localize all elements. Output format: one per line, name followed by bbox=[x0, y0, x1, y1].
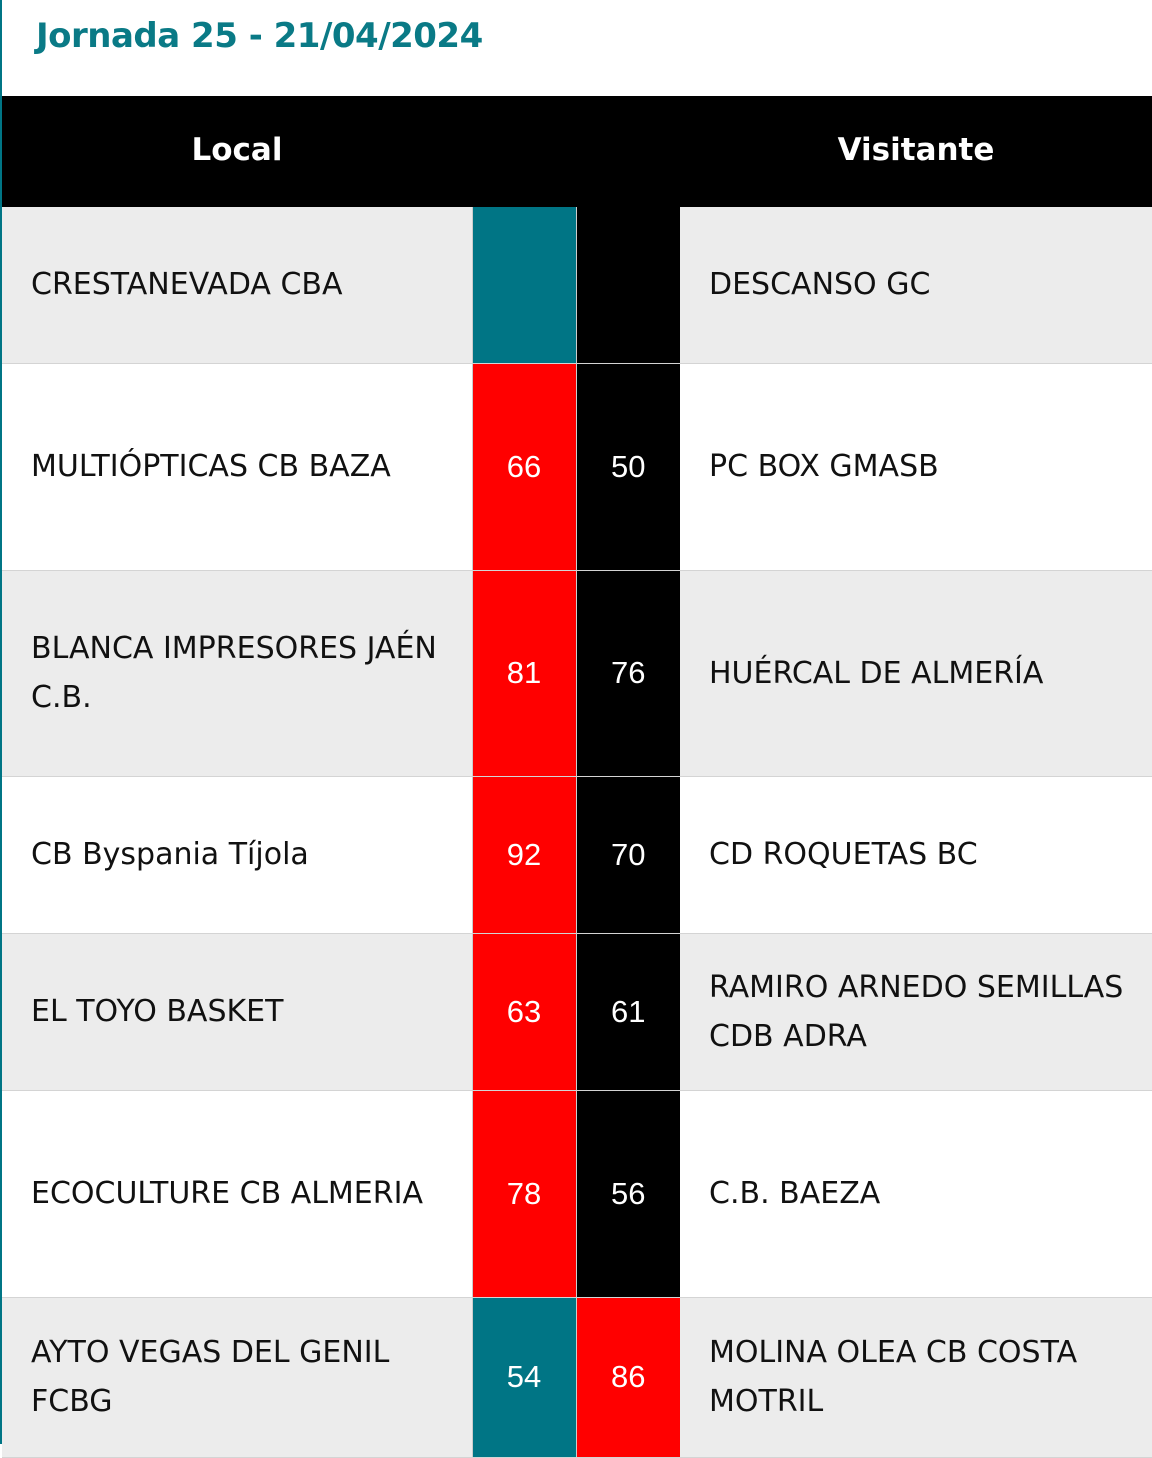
match-row: EL TOYO BASKET 63 61 RAMIRO ARNEDO SEMILLAS… bbox=[2, 933, 1152, 1091]
local-team: CRESTANEVADA CBA bbox=[2, 207, 472, 364]
local-score: 54 bbox=[471, 1297, 576, 1458]
page-title: Jornada 25 - 21/04/2024 bbox=[36, 16, 483, 56]
visitor-team: C.B. BAEZA bbox=[680, 1090, 1152, 1298]
visitor-score bbox=[575, 207, 680, 364]
visitor-team: CD ROQUETAS BC bbox=[680, 776, 1152, 934]
local-team: EL TOYO BASKET bbox=[2, 933, 472, 1091]
match-row: CRESTANEVADA CBA DESCANSO GC bbox=[2, 207, 1152, 364]
match-row: CB Byspania Tíjola 92 70 CD ROQUETAS BC bbox=[2, 776, 1152, 934]
header-local: Local bbox=[191, 132, 283, 168]
header-visitante: Visitante bbox=[837, 132, 995, 168]
visitor-score: 56 bbox=[575, 1090, 680, 1298]
visitor-score: 50 bbox=[575, 363, 680, 571]
visitor-score: 86 bbox=[575, 1297, 680, 1458]
local-score: 63 bbox=[471, 933, 576, 1091]
local-score: 66 bbox=[471, 363, 576, 571]
visitor-score: 70 bbox=[575, 776, 680, 934]
visitor-team: PC BOX GMASB bbox=[680, 363, 1152, 571]
local-team: ECOCULTURE CB ALMERIA bbox=[2, 1090, 472, 1298]
local-score: 78 bbox=[471, 1090, 576, 1298]
visitor-team: MOLINA OLEA CB COSTA MOTRIL bbox=[680, 1297, 1152, 1458]
local-team: MULTIÓPTICAS CB BAZA bbox=[2, 363, 472, 571]
table-header: Local Visitante bbox=[2, 96, 1152, 207]
visitor-team: HUÉRCAL DE ALMERÍA bbox=[680, 570, 1152, 777]
left-border bbox=[0, 0, 2, 1444]
match-row: ECOCULTURE CB ALMERIA 78 56 C.B. BAEZA bbox=[2, 1090, 1152, 1298]
results-table: CRESTANEVADA CBA DESCANSO GC MULTIÓPTICAS … bbox=[2, 207, 1152, 1458]
match-row: BLANCA IMPRESORES JAÉN C.B. 81 76 HUÉRCAL D… bbox=[2, 570, 1152, 777]
visitor-score: 61 bbox=[575, 933, 680, 1091]
local-score bbox=[471, 207, 576, 364]
local-team: CB Byspania Tíjola bbox=[2, 776, 472, 934]
visitor-team: DESCANSO GC bbox=[680, 207, 1152, 364]
local-team: AYTO VEGAS DEL GENIL FCBG bbox=[2, 1297, 472, 1458]
local-score: 81 bbox=[471, 570, 576, 777]
match-row: MULTIÓPTICAS CB BAZA 66 50 PC BOX GMASB bbox=[2, 363, 1152, 571]
visitor-team: RAMIRO ARNEDO SEMILLAS CDB ADRA bbox=[680, 933, 1152, 1091]
visitor-score: 76 bbox=[575, 570, 680, 777]
match-row: AYTO VEGAS DEL GENIL FCBG 54 86 MOLINA OLEA… bbox=[2, 1297, 1152, 1458]
local-team: BLANCA IMPRESORES JAÉN C.B. bbox=[2, 570, 472, 777]
local-score: 92 bbox=[471, 776, 576, 934]
